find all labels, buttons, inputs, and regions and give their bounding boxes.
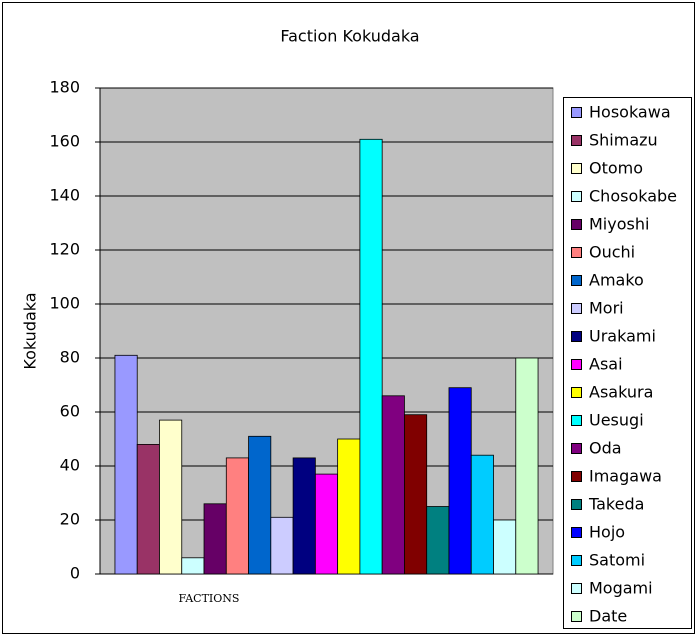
legend-swatch	[571, 331, 582, 342]
legend-label: Satomi	[589, 551, 645, 570]
y-tick-label: 120	[49, 240, 80, 259]
bar	[359, 138, 383, 575]
y-axis-title: Kokudaka	[21, 292, 40, 369]
bar	[159, 419, 183, 575]
legend-label: Mori	[589, 299, 624, 318]
legend-label: Chosokabe	[589, 187, 677, 206]
bar	[314, 473, 339, 575]
bar	[470, 454, 494, 575]
legend-swatch	[571, 163, 582, 174]
legend-label: Uesugi	[589, 411, 644, 430]
legend-swatch	[571, 219, 582, 230]
legend-label: Date	[589, 607, 627, 626]
legend	[563, 97, 692, 629]
y-tick-label: 140	[49, 186, 80, 205]
legend-swatch	[571, 583, 582, 594]
legend-swatch	[571, 247, 582, 258]
legend-label: Asai	[589, 355, 623, 374]
bar	[426, 506, 450, 575]
legend-swatch	[571, 135, 582, 146]
bar	[448, 387, 472, 575]
y-tick-label: 40	[60, 456, 80, 475]
legend-swatch	[571, 611, 582, 622]
legend-label: Oda	[589, 439, 622, 458]
legend-swatch	[571, 499, 582, 510]
legend-label: Takeda	[588, 495, 644, 514]
legend-label: Amako	[589, 271, 644, 290]
legend-swatch	[571, 275, 582, 286]
legend-label: Miyoshi	[589, 215, 649, 234]
legend-label: Imagawa	[589, 467, 662, 486]
legend-swatch	[571, 471, 582, 482]
bar	[292, 457, 316, 575]
bar	[337, 438, 361, 575]
legend-label: Urakami	[589, 327, 656, 346]
bar	[203, 503, 227, 575]
y-tick-label: 180	[49, 78, 80, 97]
y-tick-label: 60	[60, 402, 80, 421]
legend-swatch	[571, 415, 582, 426]
legend-label: Hosokawa	[589, 103, 671, 122]
y-tick-label: 100	[49, 294, 80, 313]
y-tick-label: 160	[49, 132, 80, 151]
legend-label: Asakura	[589, 383, 653, 402]
legend-label: Otomo	[589, 159, 643, 178]
legend-swatch	[571, 443, 582, 454]
legend-swatch	[571, 555, 582, 566]
bar	[114, 354, 138, 575]
legend-label: Shimazu	[589, 131, 658, 150]
y-tick-label: 0	[70, 564, 80, 583]
legend-label: Ouchi	[589, 243, 635, 262]
bar	[270, 516, 294, 575]
legend-label: Hojo	[589, 523, 625, 542]
x-tick-label: FACTIONS	[179, 592, 240, 605]
bar	[493, 519, 517, 575]
legend-swatch	[571, 303, 582, 314]
bar	[404, 414, 428, 575]
bar	[248, 435, 272, 575]
bar	[136, 443, 160, 575]
legend-swatch	[571, 191, 582, 202]
legend-swatch	[571, 387, 582, 398]
bar	[225, 457, 249, 575]
chart-title: Faction Kokudaka	[280, 27, 419, 46]
bar	[381, 395, 405, 575]
legend-swatch	[571, 107, 582, 118]
legend-swatch	[571, 527, 582, 538]
legend-swatch	[571, 359, 582, 370]
bar	[181, 557, 205, 575]
y-tick-label: 80	[60, 348, 80, 367]
legend-label: Mogami	[589, 579, 653, 598]
y-tick-label: 20	[60, 510, 80, 529]
bar	[515, 357, 539, 575]
